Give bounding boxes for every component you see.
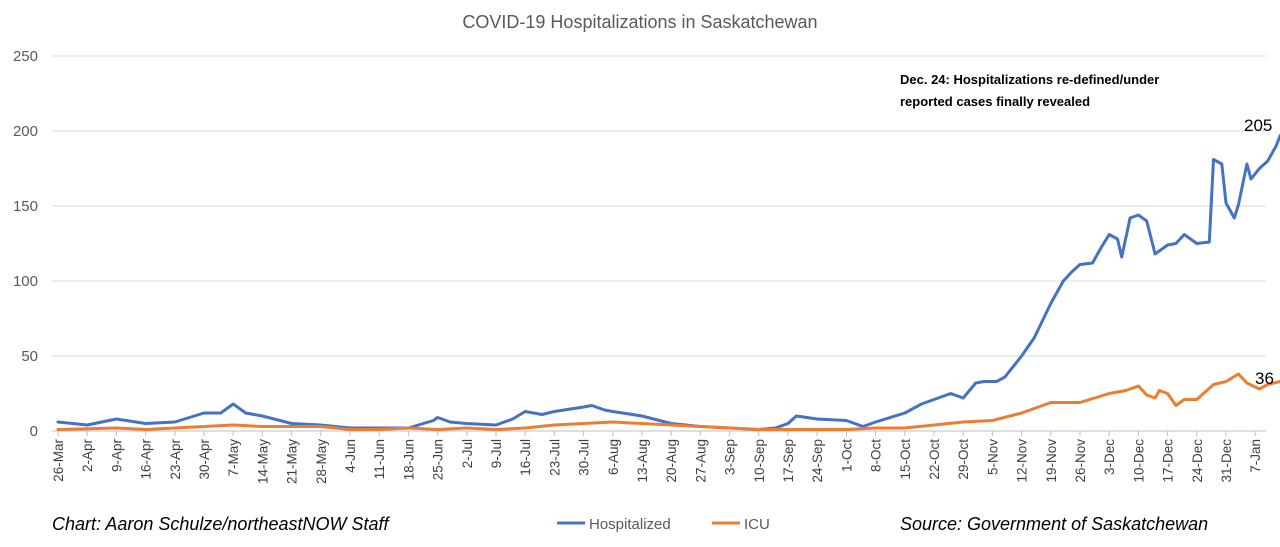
x-tick-label: 10-Sep bbox=[752, 439, 767, 483]
y-tick-label: 50 bbox=[21, 348, 38, 365]
data-source: Source: Government of Saskatchewan bbox=[900, 514, 1209, 534]
x-tick-label: 4-Jun bbox=[343, 439, 358, 473]
x-tick-label: 7-May bbox=[226, 439, 241, 477]
x-tick-label: 8-Oct bbox=[869, 439, 884, 472]
series-line-icu bbox=[56, 372, 1280, 431]
x-tick-label: 19-Nov bbox=[1044, 439, 1059, 483]
x-tick-label: 5-Nov bbox=[985, 439, 1000, 475]
x-tick-label: 2-Jul bbox=[460, 439, 475, 468]
x-tick-label: 28-May bbox=[314, 439, 329, 484]
x-tick-label: 26-Mar bbox=[51, 439, 66, 482]
x-tick-label: 1-Oct bbox=[839, 439, 854, 472]
x-tick-label: 2-Apr bbox=[80, 438, 95, 472]
y-tick-label: 0 bbox=[30, 423, 38, 440]
series-lines bbox=[56, 134, 1280, 431]
x-axis-ticks: 26-Mar 2-Apr 9-Apr 16-Apr 23-Apr 30-Apr 7-May 1… bbox=[51, 431, 1263, 484]
chart-credit: Chart: Aaron Schulze/northeastNOW Staff bbox=[52, 514, 389, 534]
gridlines bbox=[52, 55, 1266, 432]
x-tick-label: 31-Dec bbox=[1219, 439, 1234, 483]
y-tick-label: 200 bbox=[13, 123, 38, 140]
x-tick-label: 16-Jul bbox=[518, 439, 533, 476]
series-line-hospitalized bbox=[56, 134, 1280, 431]
x-tick-label: 27-Aug bbox=[693, 439, 708, 483]
x-tick-label: 29-Oct bbox=[956, 439, 971, 480]
annotation-line1: Dec. 24: Hospitalizations re-defined/und… bbox=[900, 72, 1159, 87]
x-tick-label: 16-Apr bbox=[139, 439, 154, 480]
chart-title: COVID-19 Hospitalizations in Saskatchewa… bbox=[462, 12, 817, 32]
hospitalized-end-label: 205 bbox=[1244, 116, 1272, 135]
x-tick-label: 3-Dec bbox=[1102, 439, 1117, 475]
x-tick-label: 11-Jun bbox=[372, 439, 387, 479]
x-tick-label: 30-Jul bbox=[577, 439, 592, 476]
x-tick-label: 3-Sep bbox=[723, 439, 738, 475]
icu-end-label: 36 bbox=[1255, 369, 1274, 388]
legend-label-icu: ICU bbox=[744, 516, 770, 533]
legend-label-hospitalized: Hospitalized bbox=[589, 516, 671, 533]
y-tick-label: 250 bbox=[13, 48, 38, 65]
x-tick-label: 12-Nov bbox=[1015, 439, 1030, 483]
x-tick-label: 30-Apr bbox=[197, 439, 212, 480]
x-tick-label: 25-Jun bbox=[431, 439, 446, 480]
x-tick-label: 9-Jul bbox=[489, 439, 504, 468]
x-tick-label: 22-Oct bbox=[927, 439, 942, 480]
x-tick-label: 21-May bbox=[285, 439, 300, 484]
x-tick-label: 9-Apr bbox=[109, 438, 124, 472]
x-tick-label: 6-Aug bbox=[606, 439, 621, 475]
x-tick-label: 17-Sep bbox=[781, 439, 796, 483]
x-tick-label: 23-Apr bbox=[168, 439, 183, 480]
x-tick-label: 7-Jan bbox=[1248, 439, 1263, 473]
x-tick-label: 15-Oct bbox=[898, 439, 913, 480]
x-tick-label: 26-Nov bbox=[1073, 439, 1088, 483]
x-tick-label: 10-Dec bbox=[1131, 439, 1146, 483]
annotation-line2: reported cases finally revealed bbox=[900, 94, 1090, 109]
y-axis-ticks: 0 50 100 150 200 250 bbox=[13, 48, 38, 440]
x-tick-label: 23-Jul bbox=[547, 439, 562, 476]
x-tick-label: 18-Jun bbox=[401, 439, 416, 480]
x-tick-label: 24-Sep bbox=[810, 439, 825, 483]
y-tick-label: 100 bbox=[13, 273, 38, 290]
y-tick-label: 150 bbox=[13, 198, 38, 215]
x-tick-label: 13-Aug bbox=[635, 439, 650, 483]
legend: Hospitalized ICU bbox=[557, 516, 770, 533]
x-tick-label: 24-Dec bbox=[1190, 439, 1205, 483]
x-tick-label: 17-Dec bbox=[1161, 439, 1176, 483]
x-tick-label: 14-May bbox=[255, 439, 270, 484]
x-tick-label: 20-Aug bbox=[664, 439, 679, 483]
